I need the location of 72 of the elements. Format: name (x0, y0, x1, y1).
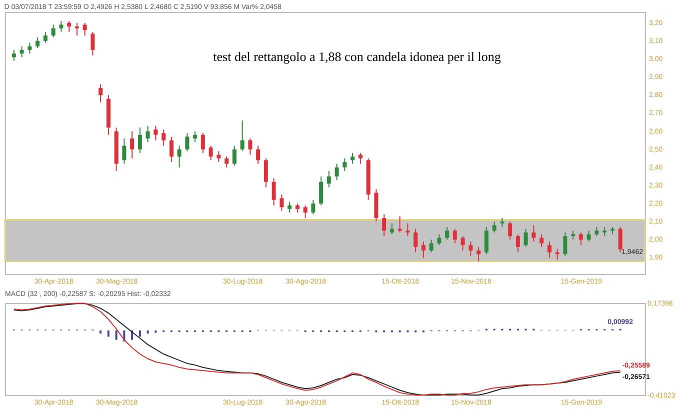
candlestick (406, 222, 410, 237)
candlestick (516, 234, 520, 253)
candlestick (358, 152, 362, 164)
candlestick (476, 246, 481, 262)
candlestick (232, 145, 236, 166)
candlestick (43, 31, 48, 44)
candlestick (303, 204, 308, 218)
candlestick (138, 127, 142, 154)
candlestick (272, 178, 276, 206)
candlestick (185, 132, 190, 152)
candlestick (563, 232, 568, 256)
candlestick (130, 130, 134, 159)
candlestick (421, 240, 426, 258)
candlestick (288, 201, 292, 214)
candlestick (594, 226, 599, 237)
candlestick (122, 138, 126, 164)
candlestick (82, 22, 87, 36)
candlestick (295, 203, 300, 214)
candlestick (484, 226, 488, 255)
candlestick (468, 240, 473, 256)
candlestick (524, 228, 528, 248)
candlestick (350, 152, 355, 164)
candlestick (452, 228, 457, 244)
candlestick (90, 31, 95, 56)
candlestick (319, 176, 324, 206)
candlestick (326, 170, 331, 188)
candlestick (390, 222, 394, 235)
candlestick (193, 130, 198, 143)
candlestick (162, 128, 166, 146)
candlestick (59, 20, 64, 32)
candlestick (334, 163, 339, 181)
candlestick (500, 217, 504, 228)
candlestick (28, 42, 32, 54)
candlestick (311, 199, 316, 215)
candlestick (445, 226, 450, 240)
annotation: test del rettangolo a 1,88 con candela idonea per il long (213, 49, 502, 64)
candlestick (342, 158, 347, 172)
candlestick (578, 232, 583, 246)
candlestick (224, 156, 229, 168)
candlestick (200, 132, 205, 154)
candlestick (12, 49, 16, 62)
candlestick (240, 120, 244, 152)
candlestick (208, 145, 213, 161)
candlestick (547, 240, 552, 258)
candlestick (36, 36, 40, 49)
candlestick (618, 226, 622, 253)
candlestick (256, 145, 260, 164)
candlestick (602, 226, 607, 237)
candlestick (540, 234, 544, 248)
candlestick (146, 125, 150, 143)
candlestick (177, 145, 182, 168)
candlestick (67, 20, 72, 32)
candlestick (74, 22, 79, 36)
candlestick (429, 239, 434, 253)
candlestick (414, 228, 418, 253)
candlestick (169, 136, 174, 162)
candlestick (437, 234, 442, 246)
candlestick (264, 158, 268, 188)
candlestick (248, 138, 252, 156)
candlestick (508, 221, 512, 240)
candlestick (98, 84, 103, 103)
candlestick (460, 236, 465, 252)
candlestick (154, 125, 158, 141)
candlestick (382, 214, 386, 237)
candlestick (216, 150, 221, 162)
candlestick (492, 221, 496, 233)
candlestick (532, 224, 536, 242)
candlestick (280, 194, 284, 212)
candlestick (51, 24, 56, 38)
candlestick (20, 46, 24, 58)
candlestick (586, 230, 591, 242)
candlestick (571, 230, 576, 240)
